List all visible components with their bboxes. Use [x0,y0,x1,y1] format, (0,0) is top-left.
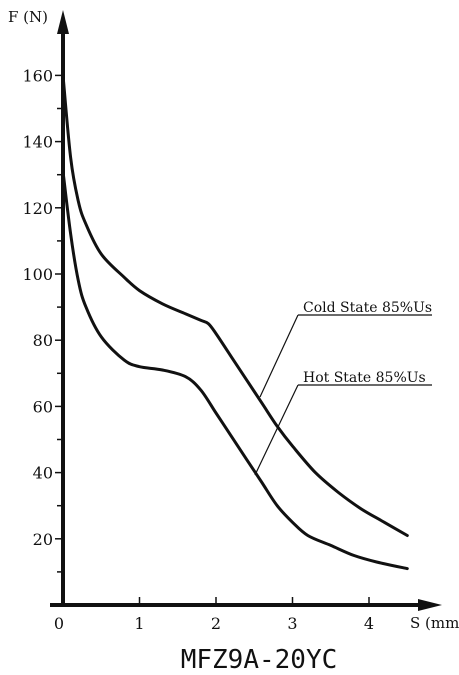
y-tick-label: 80 [33,331,53,350]
x-tick-label: 2 [211,614,221,633]
y-tick-label: 120 [22,199,53,218]
x-tick-label: 1 [134,614,144,633]
y-axis-arrow-icon [57,10,69,34]
y-tick-label: 160 [22,66,53,85]
annotations: Cold State 85%Us Hot State 85%Us [254,300,432,476]
x-tick-label: 0 [54,614,64,633]
y-axis-label: F (N) [8,8,48,26]
y-tick-label: 20 [33,530,53,549]
chart-title: MFZ9A-20YC [181,645,338,675]
y-tick-label: 60 [33,397,53,416]
y-tick-label: 100 [22,265,53,284]
annotation-leader-line [254,384,299,476]
axes: F (N) S (mm) [8,8,459,632]
series-lines [61,73,409,571]
x-tick-label: 3 [287,614,297,633]
y-tick-label: 140 [22,133,53,152]
x-axis-arrow-icon [418,599,442,611]
annotation-leader-line [259,314,299,398]
x-tick-label: 4 [364,614,374,633]
cold-state-line [61,73,409,537]
cold-state-annotation: Cold State 85%Us [303,300,432,316]
hot-state-line [61,169,409,571]
y-tick-label: 40 [33,464,53,483]
ticks: 20 40 60 80 100 120 140 160 0 1 2 3 4 [22,66,374,633]
x-axis-label: S (mm) [410,614,459,632]
hot-state-annotation: Hot State 85%Us [303,370,426,386]
